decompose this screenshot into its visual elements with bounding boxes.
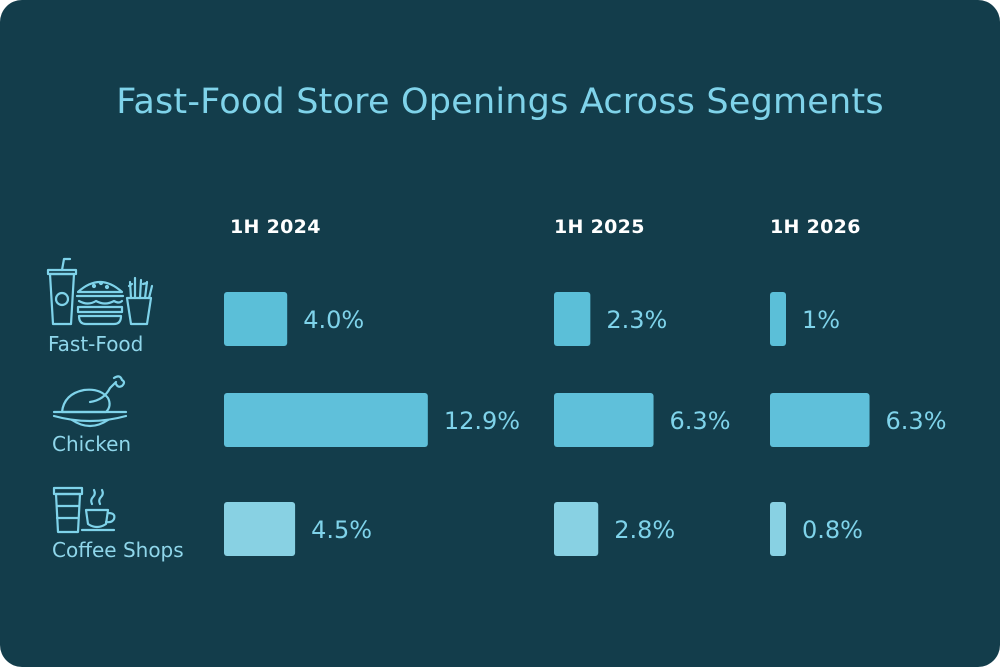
bar-fast-food-1h-2026 [770,292,786,346]
roast-chicken-icon [52,375,128,428]
row-label-coffee-shops: Coffee Shops [52,538,184,562]
value-label-chicken-1h-2026: 6.3% [886,407,947,435]
bar-fast-food-1h-2024 [224,292,288,346]
column-header-1h-2025: 1H 2025 [554,216,645,238]
column-header-1h-2026: 1H 2026 [770,216,861,238]
bar-chicken-1h-2026 [770,393,870,447]
value-label-chicken-1h-2024: 12.9% [444,407,520,435]
row-label-chicken: Chicken [52,432,132,456]
value-label-fast-food-1h-2025: 2.3% [606,306,667,334]
value-label-fast-food-1h-2024: 4.0% [303,306,364,334]
bar-coffee-shops-1h-2024 [224,502,296,556]
bar-chicken-1h-2025 [554,393,654,447]
fast-food-icon [46,257,154,326]
bar-fast-food-1h-2025 [554,292,591,346]
coffee-cup-icon [52,486,116,534]
value-label-coffee-shops-1h-2026: 0.8% [802,516,863,544]
value-label-chicken-1h-2025: 6.3% [670,407,731,435]
bar-chicken-1h-2024 [224,393,428,447]
bar-coffee-shops-1h-2025 [554,502,599,556]
chart-title: Fast-Food Store Openings Across Segments [116,82,884,122]
column-header-1h-2024: 1H 2024 [230,216,321,238]
row-label-fast-food: Fast-Food [48,332,144,356]
value-label-coffee-shops-1h-2025: 2.8% [614,516,675,544]
value-label-coffee-shops-1h-2024: 4.5% [311,516,372,544]
bar-coffee-shops-1h-2026 [770,502,786,556]
value-label-fast-food-1h-2026: 1% [802,306,840,334]
